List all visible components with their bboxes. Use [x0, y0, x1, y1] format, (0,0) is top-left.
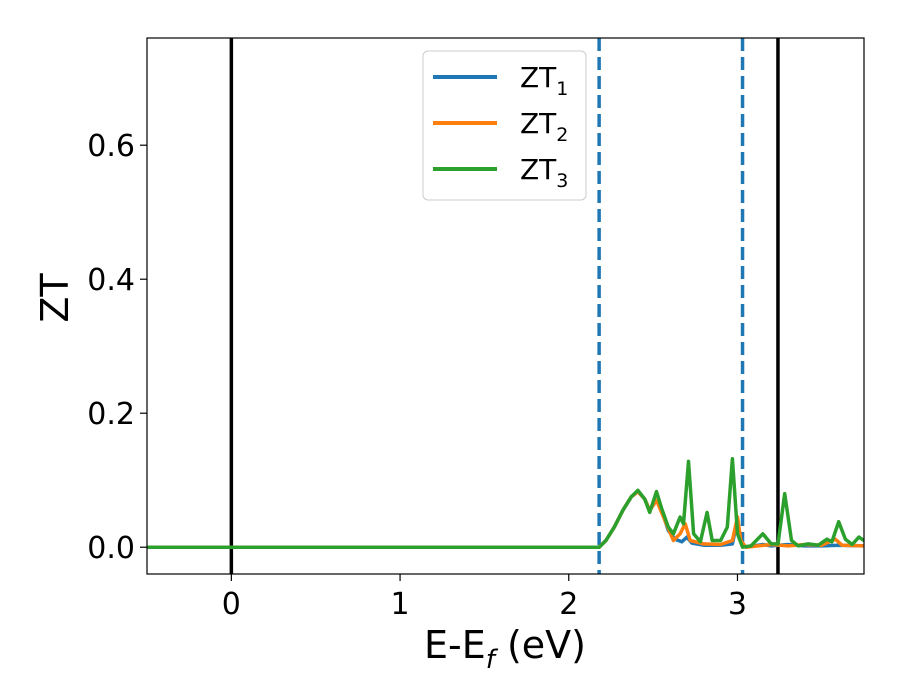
y-axis: 0.0 0.2 0.4 0.6 — [87, 129, 147, 566]
y-tick-label: 0.4 — [87, 263, 135, 298]
legend-label-zt2: ZT2 — [520, 107, 568, 146]
x-tick-label: 1 — [391, 587, 410, 622]
y-axis-label: ZT — [33, 273, 77, 323]
legend: ZT1 ZT2 ZT3 — [422, 50, 587, 201]
y-tick-label: 0.2 — [87, 397, 135, 432]
legend-label-zt3: ZT3 — [520, 153, 568, 192]
series-line-zt3 — [147, 457, 864, 549]
y-tick-label: 0.0 — [87, 531, 135, 566]
y-tick-label: 0.6 — [87, 129, 135, 164]
x-tick-label: 2 — [559, 587, 578, 622]
legend-label-zt1: ZT1 — [520, 61, 568, 100]
x-axis-label: E-Ef (eV) — [424, 623, 586, 675]
reference-lines — [229, 38, 780, 574]
legend-box — [422, 50, 587, 201]
x-axis: 0 1 2 3 — [222, 574, 747, 622]
plot-frame — [146, 37, 865, 575]
series-lines — [147, 457, 864, 549]
x-tick-label: 3 — [728, 587, 747, 622]
x-tick-label: 0 — [222, 587, 241, 622]
